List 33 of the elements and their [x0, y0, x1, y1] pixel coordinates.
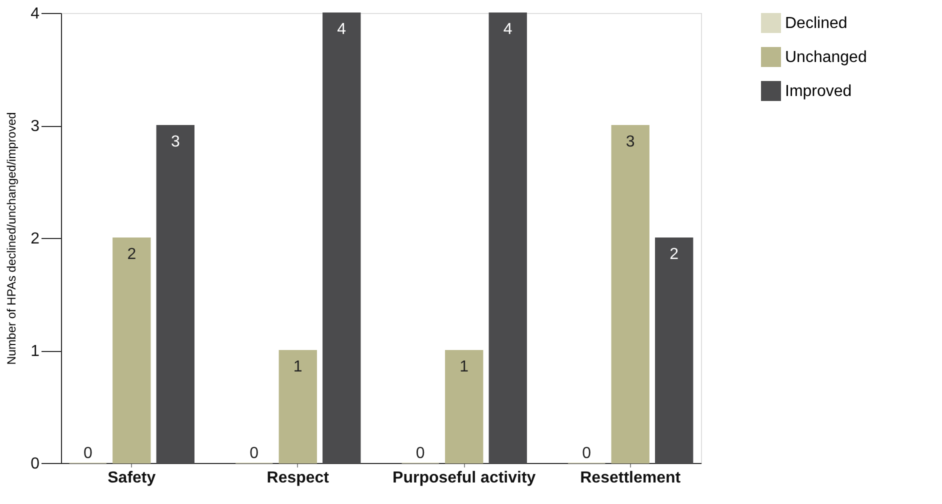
data-label: 3 — [626, 134, 635, 150]
bar — [655, 238, 694, 464]
data-label: 0 — [416, 445, 425, 462]
data-label: 0 — [83, 445, 92, 462]
bar — [278, 350, 317, 464]
data-label: 1 — [293, 358, 302, 376]
y-axis-title: Number of HPAs declined/unchanged/improved — [4, 112, 19, 365]
y-tick-label: 0 — [30, 456, 40, 472]
x-tick-label: Resettlement — [580, 470, 682, 486]
legend-label: Declined — [785, 15, 848, 32]
data-label: 1 — [460, 358, 469, 376]
bar — [445, 350, 484, 464]
bar — [322, 12, 361, 464]
y-tick-label: 4 — [30, 6, 40, 22]
y-tick-label: 2 — [30, 230, 40, 248]
legend-label: Improved — [785, 83, 852, 100]
data-label: 2 — [127, 246, 136, 263]
data-label: 4 — [503, 21, 512, 38]
bar — [488, 12, 527, 464]
data-label: 4 — [337, 21, 346, 38]
bar — [112, 238, 151, 464]
legend-label: Unchanged — [785, 49, 867, 66]
data-label: 2 — [670, 246, 679, 263]
y-tick-label: 3 — [30, 118, 40, 135]
y-tick-label: 1 — [30, 343, 40, 360]
bar — [611, 125, 650, 464]
data-label: 3 — [170, 134, 180, 150]
x-tick-label: Purposeful activity — [392, 470, 536, 486]
bar — [156, 125, 194, 464]
x-tick-label: Safety — [108, 470, 156, 486]
data-label: 0 — [582, 445, 592, 462]
data-label: 0 — [250, 445, 259, 462]
x-tick-label: Respect — [266, 470, 330, 486]
